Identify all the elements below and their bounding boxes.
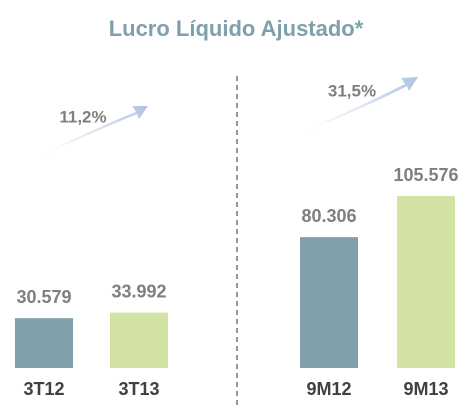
growth-arrow [305, 77, 418, 131]
growth-label: 11,2% [59, 107, 106, 126]
growth-arrow [40, 106, 148, 156]
value-label: 33.992 [111, 281, 166, 301]
chart-title: Lucro Líquido Ajustado* [109, 16, 364, 41]
value-label: 105.576 [393, 165, 458, 185]
value-label: 30.579 [16, 287, 71, 307]
bar [15, 318, 73, 368]
bar [110, 312, 168, 368]
category-label: 9M12 [306, 379, 351, 399]
growth-label: 31,5% [328, 81, 376, 100]
value-label: 80.306 [301, 206, 356, 226]
category-label: 3T13 [118, 379, 159, 399]
category-label: 3T12 [23, 379, 64, 399]
category-label: 9M13 [403, 379, 448, 399]
bar [397, 196, 455, 368]
bar [300, 237, 358, 368]
